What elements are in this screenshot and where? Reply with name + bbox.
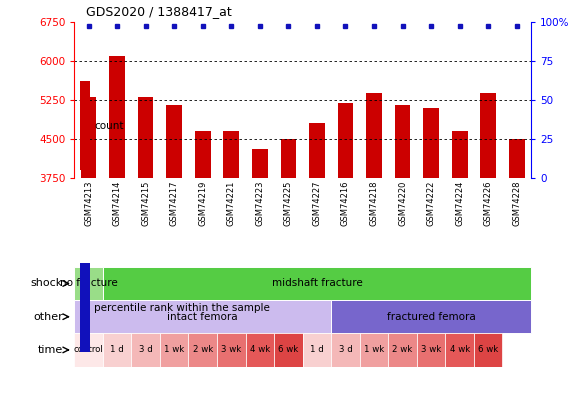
Bar (445, 333, 474, 367)
Bar (195, 131, 211, 178)
Text: control: control (74, 345, 103, 354)
Text: midshaft fracture: midshaft fracture (272, 279, 362, 288)
Bar (246, 333, 274, 367)
Bar (366, 93, 382, 178)
Bar (81, 98, 96, 178)
Text: 3 wk: 3 wk (221, 345, 242, 354)
Bar (188, 333, 217, 367)
Bar (166, 105, 182, 178)
Text: 1 d: 1 d (110, 345, 124, 354)
Bar (331, 300, 531, 333)
Text: 2 wk: 2 wk (192, 345, 213, 354)
Bar (74, 300, 331, 333)
Text: fractured femora: fractured femora (387, 312, 476, 322)
Text: GDS2020 / 1388417_at: GDS2020 / 1388417_at (86, 5, 231, 18)
Text: 4 wk: 4 wk (449, 345, 470, 354)
Text: 3 d: 3 d (339, 345, 352, 354)
Text: 2 wk: 2 wk (392, 345, 413, 354)
Bar (103, 333, 131, 367)
Bar (74, 267, 103, 300)
Text: intact femora: intact femora (167, 312, 238, 322)
Text: 6 wk: 6 wk (278, 345, 299, 354)
Bar (509, 139, 525, 178)
Bar (280, 139, 296, 178)
Bar (131, 333, 160, 367)
Text: 3 wk: 3 wk (421, 345, 441, 354)
Text: time: time (38, 345, 63, 355)
Bar (74, 333, 103, 367)
Text: 3 d: 3 d (139, 345, 152, 354)
Bar (331, 333, 360, 367)
Text: 4 wk: 4 wk (250, 345, 270, 354)
Bar (337, 102, 353, 178)
Text: percentile rank within the sample: percentile rank within the sample (94, 303, 270, 313)
Bar (252, 149, 268, 178)
Bar (417, 333, 445, 367)
Text: 1 wk: 1 wk (364, 345, 384, 354)
Bar (217, 333, 246, 367)
Bar (388, 333, 417, 367)
Text: count: count (94, 121, 124, 130)
Bar (480, 93, 496, 178)
Bar (223, 131, 239, 178)
Bar (274, 333, 303, 367)
Bar (395, 105, 411, 178)
Bar (423, 108, 439, 178)
Bar (474, 333, 502, 367)
Bar (360, 333, 388, 367)
Text: shock: shock (31, 279, 63, 288)
Bar (160, 333, 188, 367)
Bar (109, 56, 125, 178)
Bar (309, 124, 325, 178)
Text: other: other (33, 312, 63, 322)
Bar (138, 98, 154, 178)
Text: 6 wk: 6 wk (478, 345, 498, 354)
Bar (452, 131, 468, 178)
Bar (303, 333, 331, 367)
Text: 1 d: 1 d (310, 345, 324, 354)
Text: no fracture: no fracture (59, 279, 118, 288)
Text: 1 wk: 1 wk (164, 345, 184, 354)
